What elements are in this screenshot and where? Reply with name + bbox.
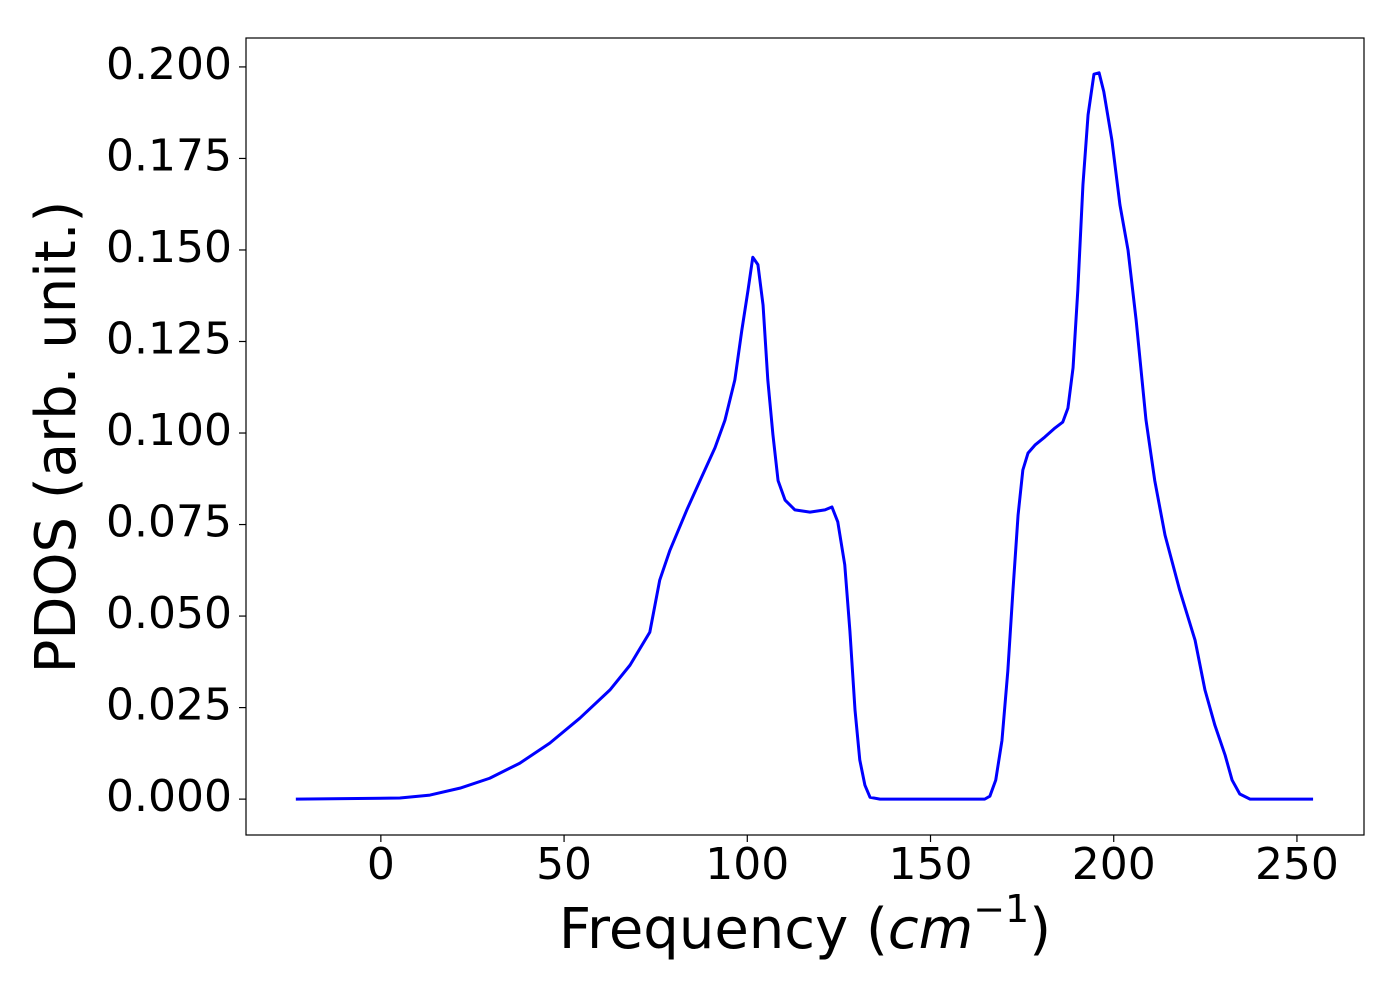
x-tick-label: 100 <box>705 839 789 890</box>
y-tick-label: 0.000 <box>106 771 232 822</box>
x-tick-label: 250 <box>1255 839 1339 890</box>
x-tick-label: 50 <box>536 839 592 890</box>
y-tick-label: 0.150 <box>106 222 232 273</box>
line <box>295 71 1314 801</box>
x-label-text: Frequency ( <box>559 897 888 962</box>
y-axis-label: PDOS (arb. unit.) <box>24 201 89 674</box>
x-label-text: ) <box>1029 897 1051 962</box>
x-label-math: cm <box>888 897 973 962</box>
y-tick-label: 0.200 <box>106 39 232 90</box>
y-tick-label: 0.075 <box>106 497 232 548</box>
x-tick-label: 150 <box>889 839 973 890</box>
y-tick-label: 0.025 <box>106 680 232 731</box>
x-tick-label: 200 <box>1072 839 1156 890</box>
y-tick-label: 0.175 <box>106 130 232 181</box>
y-tick-label: 0.125 <box>106 313 232 364</box>
y-tick-label: 0.100 <box>106 405 232 456</box>
y-tick-label: 0.050 <box>106 588 232 639</box>
x-axis-label: Frequency (cm−1) <box>559 887 1051 963</box>
plot-frame <box>245 37 1365 836</box>
x-tick-label: 0 <box>367 839 395 890</box>
x-label-superscript: −1 <box>973 887 1029 931</box>
